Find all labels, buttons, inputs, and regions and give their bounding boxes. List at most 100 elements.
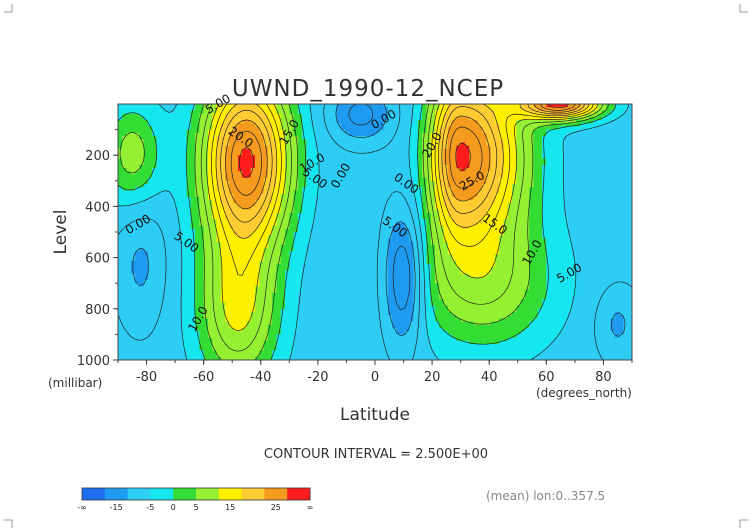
field-cell [293,347,299,351]
field-cell [139,334,145,339]
field-cell [122,270,128,275]
field-cell [237,321,243,326]
field-cell [332,276,338,281]
field-cell [190,174,196,179]
field-cell [212,334,218,339]
field-cell [177,331,183,335]
field-cell [139,270,145,275]
field-cell [370,187,376,191]
field-cell [195,171,200,175]
field-cell [310,296,316,300]
field-cell [207,299,213,303]
field-cell [229,350,235,355]
field-cell [375,193,380,198]
field-cell [263,132,269,137]
field-cell [242,171,248,175]
field-cell [259,104,265,108]
field-cell [165,203,170,207]
field-cell [220,305,226,310]
field-cell [199,123,205,127]
field-cell [345,264,350,268]
field-cell [297,164,303,169]
field-cell [362,244,368,249]
field-cell [203,222,209,227]
field-cell [302,126,308,131]
field-cell [357,180,363,185]
field-cell [255,286,260,291]
field-cell [280,152,286,156]
field-cell [246,321,252,326]
field-cell [323,177,329,182]
field-cell [310,152,316,156]
field-cell [297,219,303,223]
field-cell [195,180,200,185]
field-cell [182,193,188,198]
field-cell [306,107,312,111]
field-cell [250,276,256,281]
field-cell [186,132,192,137]
field-cell [263,206,269,211]
field-cell [319,276,325,281]
field-cell [375,344,380,348]
field-cell [255,232,260,236]
field-cell [246,280,252,284]
field-cell [190,152,196,156]
field-cell [310,315,316,319]
field-cell [327,235,333,239]
field-cell [357,286,363,291]
field-cell [122,260,128,265]
field-cell [379,174,385,179]
field-cell [203,155,209,159]
field-cell [332,222,338,227]
field-cell [152,142,158,147]
field-cell [362,104,368,108]
field-cell [165,235,170,239]
field-cell [156,241,162,246]
field-cell [203,254,209,259]
field-cell [207,244,213,249]
field-cell [207,104,213,108]
field-cell [285,347,290,351]
field-cell [237,193,243,198]
field-cell [280,340,286,345]
field-cell [353,107,359,111]
field-cell [139,241,145,246]
field-cell [169,110,175,115]
field-cell [340,225,346,230]
field-cell [353,296,359,300]
field-cell [160,190,166,195]
field-cell [345,340,350,345]
field-cell [370,321,376,326]
field-cell [323,289,329,294]
field-cell [229,331,235,335]
field-cell [118,113,123,118]
field-cell [177,171,183,175]
field-cell [160,132,166,137]
field-cell [237,308,243,313]
field-cell [242,107,248,111]
field-cell [319,305,325,310]
field-cell [323,190,329,195]
field-cell [336,286,342,291]
field-cell [246,142,252,147]
field-cell [126,184,132,188]
field-cell [276,219,282,223]
field-cell [177,305,183,310]
field-cell [169,136,175,140]
field-cell [255,315,260,319]
field-cell [173,305,179,310]
field-cell [130,296,136,300]
field-cell [276,155,282,159]
field-cell [366,328,372,332]
field-cell [375,337,380,342]
field-cell [349,155,355,159]
field-cell [160,136,166,140]
field-cell [216,289,222,294]
field-cell [220,254,226,259]
field-cell [126,296,132,300]
field-cell [233,260,239,265]
field-cell [182,110,188,115]
field-cell [267,209,273,214]
field-cell [280,308,286,313]
field-cell [259,280,265,284]
